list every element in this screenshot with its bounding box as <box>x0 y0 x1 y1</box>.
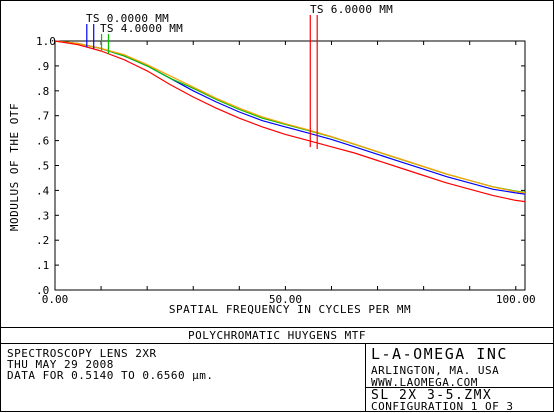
plot-title: POLYCHROMATIC HUYGENS MTF <box>187 329 367 342</box>
y-tick-label: .4 <box>36 184 50 197</box>
company-city: ARLINGTON, MA. USA <box>371 364 500 377</box>
lens-file-name: SL 2X 3-5.ZMX <box>371 388 493 403</box>
field-marker-label: TS 4.0000 MM <box>100 22 183 35</box>
plot-date: THU MAY 29 2008 <box>7 358 114 371</box>
x-axis-ticks: 0.00 50.00 100.00 <box>42 41 536 306</box>
file-divider <box>365 387 553 388</box>
y-tick-label: .7 <box>36 110 49 123</box>
series-lines <box>54 40 526 203</box>
y-tick-label: .3 <box>36 209 49 222</box>
y-tick-label: .9 <box>36 60 49 73</box>
panel-top-divider <box>1 327 553 328</box>
x-axis-label: SPATIAL FREQUENCY IN CYCLES PER MM <box>169 303 411 316</box>
series-line-4 <box>54 40 526 203</box>
y-tick-label: .8 <box>36 85 49 98</box>
y-tick-label: .0 <box>36 284 49 297</box>
y-tick-label: .1 <box>36 259 49 272</box>
y-axis-label: MODULUS OF THE OTF <box>8 103 21 231</box>
x-tick-label: 100.00 <box>496 293 536 306</box>
mtf-chart: .0.1.2.3.4.5.6.7.8.91.0 0.00 50.00 100.00 … <box>8 3 536 316</box>
company-name: L-A-OMEGA INC <box>371 345 508 363</box>
configuration-label: CONFIGURATION 1 OF 3 <box>371 400 514 413</box>
field-marker-label: TS 6.0000 MM <box>310 3 393 16</box>
y-tick-label: .6 <box>36 135 49 148</box>
y-tick-label: .2 <box>36 234 49 247</box>
lens-name: SPECTROSCOPY LENS 2XR <box>7 347 157 360</box>
y-tick-label: .5 <box>36 160 49 173</box>
info-panel: POLYCHROMATIC HUYGENS MTF SPECTROSCOPY L… <box>1 327 553 413</box>
y-tick-label: 1.0 <box>36 35 56 48</box>
title-divider <box>1 343 553 344</box>
y-axis-ticks: .0 .1 .2 .3 .4 .5 .6 .7 .8 .9 1.0 <box>36 35 525 297</box>
plot-area <box>54 40 526 291</box>
x-tick-label: 0.00 <box>42 293 69 306</box>
field-marker-label: TS 0.0000 MM <box>86 12 169 25</box>
wavelength-range: DATA FOR 0.5140 TO 0.6560 μm. <box>7 369 214 382</box>
panel-vertical-divider <box>365 343 366 411</box>
series-line-3 <box>54 40 526 194</box>
x-tick-label: 50.00 <box>269 293 302 306</box>
company-website: WWW.LAOMEGA.COM <box>371 376 478 389</box>
